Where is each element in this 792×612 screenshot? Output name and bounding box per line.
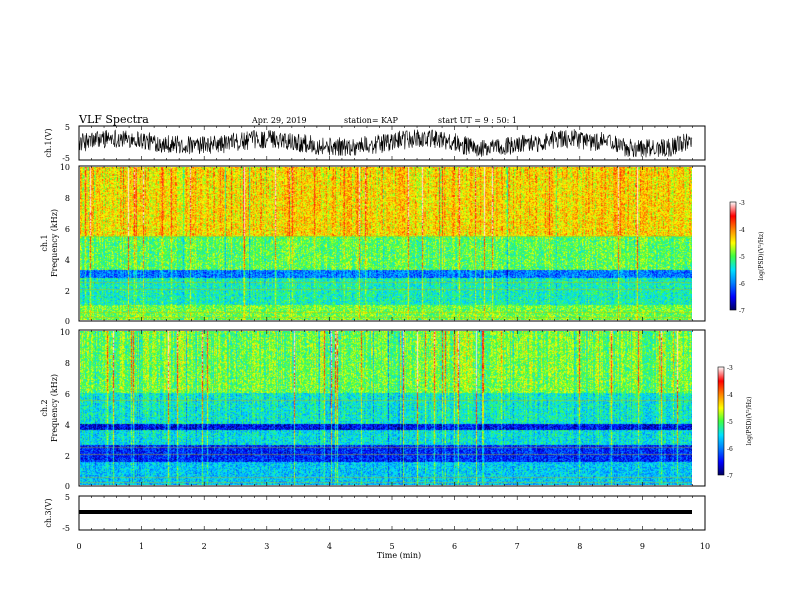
xtick-2: 2	[202, 542, 207, 551]
ch1-colorbar: -3 -4 -5 -6 -7 log(PSD)(V²/Hz)	[729, 200, 765, 315]
ch1-spectrogram-ticks	[78, 166, 706, 321]
x-axis-label: Time (min)	[377, 551, 421, 560]
cb1-tick-m6: -6	[739, 281, 745, 288]
ch3-waveform-panel: 5 -5 ch.3(V)	[44, 493, 706, 533]
cb1-label: log(PSD)(V²/Hz)	[758, 232, 765, 281]
cb2-tick-m5: -5	[727, 419, 733, 426]
ch1-freq-ytick-10: 10	[60, 163, 70, 172]
ch1-ytick-bottom: -5	[62, 154, 70, 163]
ch3-ytick-top: 5	[65, 493, 70, 502]
cb1-tick-m4: -4	[739, 227, 745, 234]
ch1-spec-ylabel-freq: Frequency (kHz)	[50, 209, 59, 277]
ch2-spec-ylabel-channel: ch.2	[40, 399, 49, 416]
station-label: station= KAP	[344, 116, 399, 125]
ch2-spectrogram-ticks	[78, 330, 706, 486]
ch2-freq-ytick-6: 6	[65, 390, 70, 399]
ch3-waveform-ylabel: ch.3(V)	[44, 498, 53, 527]
xtick-4: 4	[327, 542, 332, 551]
cb1-tick-m7: -7	[739, 308, 745, 315]
ch3-ytick-bottom: -5	[62, 524, 70, 533]
ch1-spec-ylabel-channel: ch.1	[40, 234, 49, 251]
ch1-freq-ytick-6: 6	[65, 225, 70, 234]
ch1-waveform-ylabel: ch.1(V)	[44, 128, 53, 157]
ch2-freq-ytick-10: 10	[60, 328, 70, 337]
ch2-spectrogram-panel: 0 2 4 6 8 10 ch.2 Frequency (kHz)	[40, 328, 706, 491]
ch1-waveform-panel: 5 -5 ch.1(V)	[44, 123, 706, 163]
xtick-8: 8	[577, 542, 582, 551]
ch1-spectrogram-panel: 0 2 4 6 8 10 ch.1 Frequency (kHz)	[40, 163, 706, 326]
cb2-tick-m6: -6	[727, 446, 733, 453]
xtick-7: 7	[515, 542, 520, 551]
ch1-freq-ytick-0: 0	[65, 317, 70, 326]
ch3-waveform-ticks	[78, 496, 706, 530]
cb1-tick-m5: -5	[739, 254, 745, 261]
ch1-freq-ytick-2: 2	[65, 287, 70, 296]
ch1-spectrogram-image	[80, 167, 692, 320]
chart-title: VLF Spectra	[78, 113, 149, 126]
xtick-0: 0	[76, 542, 81, 551]
cb1-tick-m3: -3	[739, 200, 745, 207]
xtick-10: 10	[700, 542, 710, 551]
ch2-freq-ytick-0: 0	[65, 482, 70, 491]
ch2-spectrogram-image	[80, 331, 692, 485]
date-label: Apr. 29, 2019	[251, 116, 307, 125]
cb2-tick-m7: -7	[727, 473, 733, 480]
x-axis: 0 1 2 3 4 5 6 7 8 9 10 Time (min)	[76, 542, 710, 560]
start-time-label: start UT = 9 : 50: 1	[438, 116, 517, 125]
xtick-3: 3	[264, 542, 269, 551]
cb2-tick-m3: -3	[727, 365, 733, 372]
ch1-waveform-ticks	[78, 126, 706, 160]
cb2-tick-m4: -4	[727, 392, 733, 399]
ch2-spec-ylabel-freq: Frequency (kHz)	[50, 374, 59, 442]
ch2-freq-ytick-8: 8	[65, 359, 70, 368]
xtick-1: 1	[139, 542, 144, 551]
xtick-9: 9	[640, 542, 645, 551]
ch1-freq-ytick-4: 4	[65, 256, 70, 265]
cb2-label: log(PSD)(V²/Hz)	[746, 397, 753, 446]
xtick-5: 5	[389, 542, 394, 551]
ch1-freq-ytick-8: 8	[65, 194, 70, 203]
ch2-colorbar: -3 -4 -5 -6 -7 log(PSD)(V²/Hz)	[717, 365, 753, 480]
xtick-6: 6	[452, 542, 457, 551]
ch2-freq-ytick-2: 2	[65, 452, 70, 461]
ch1-waveform-line	[78, 129, 693, 158]
ch2-freq-ytick-4: 4	[65, 421, 70, 430]
ch1-ytick-top: 5	[65, 123, 70, 132]
